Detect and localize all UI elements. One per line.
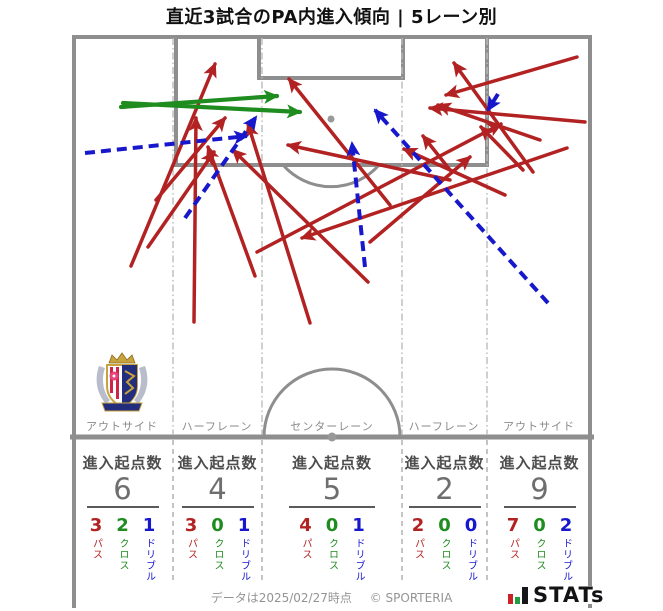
dribble-label: ドリブル	[353, 538, 365, 582]
penalty-arc	[281, 164, 381, 189]
cross-count: 0	[533, 515, 546, 536]
dribble-label: ドリブル	[465, 538, 477, 582]
stat-header: 進入起点数	[404, 454, 485, 472]
goal-box	[257, 35, 405, 80]
stats-bars-icon	[508, 587, 528, 604]
stat-column-half-left: 進入起点数 4 3 パス 0 クロス 1 ドリブル	[173, 441, 262, 587]
lane-label-half-right: ハーフレーン	[408, 420, 480, 433]
dribble-count: 1	[237, 515, 251, 536]
center-spot	[327, 432, 337, 442]
dribble-label: ドリブル	[143, 538, 155, 582]
lane-label-half-left: ハーフレーン	[181, 420, 253, 433]
cross-label: クロス	[117, 538, 128, 571]
arrow-pass	[287, 77, 392, 207]
arrow-pass	[479, 125, 525, 172]
arrow-pass	[245, 122, 312, 325]
arrow-pass	[421, 134, 452, 172]
dribble-count: 0	[464, 515, 478, 536]
footer: データは2025/02/27時点 © SPORTERIA	[0, 589, 663, 606]
cross-label: クロス	[534, 538, 545, 571]
stat-underline	[503, 506, 576, 508]
pass-count: 4	[299, 515, 312, 536]
arrow-pass	[154, 116, 227, 202]
cross-count: 2	[116, 515, 129, 536]
pass-label: パス	[90, 538, 102, 560]
pass-count: 3	[184, 515, 198, 536]
stat-total: 9	[530, 472, 549, 506]
stat-column-outside-right: 進入起点数 9 7 パス 0 クロス 2 ドリブル	[487, 441, 592, 587]
arrow-dribble	[346, 141, 367, 268]
arrow-pass	[452, 61, 535, 174]
lane-label-center: センターレーン	[290, 420, 374, 433]
arrow-pass	[205, 145, 257, 278]
stat-header: 進入起点数	[499, 454, 580, 472]
copyright: © SPORTERIA	[369, 591, 453, 605]
stat-total: 4	[208, 472, 227, 506]
dribble-label: ドリブル	[238, 538, 250, 582]
arrow-pass	[188, 116, 203, 324]
arrow-pass	[402, 147, 507, 197]
arrow-pass	[231, 148, 370, 284]
stat-total: 6	[113, 472, 132, 506]
arrow-dribble	[183, 115, 258, 220]
pass-label: パス	[299, 538, 311, 560]
penalty-spot	[327, 115, 335, 123]
dribble-count: 1	[142, 515, 156, 536]
lane-label-outside-left: アウトサイド	[86, 420, 158, 433]
arrow-pass	[255, 122, 503, 254]
cross-count: 0	[325, 515, 339, 536]
stat-column-outside-left: 進入起点数 6 3 パス 2 クロス 1 ドリブル	[72, 441, 173, 587]
dribble-label: ドリブル	[560, 538, 572, 582]
arrow-pass	[286, 140, 452, 182]
stat-column-half-right: 進入起点数 2 2 パス 0 クロス 0 ドリブル	[402, 441, 487, 587]
pass-count: 3	[89, 515, 103, 536]
cross-count: 0	[211, 515, 224, 536]
stat-header: 進入起点数	[82, 454, 163, 472]
pass-count: 7	[506, 515, 520, 536]
pass-label: パス	[185, 538, 197, 560]
cross-label: クロス	[439, 538, 450, 571]
arrow-pass	[444, 55, 579, 99]
stat-underline	[408, 506, 481, 508]
lane-dividers	[172, 38, 488, 435]
arrow-dribble	[84, 130, 249, 155]
stat-underline	[289, 506, 375, 508]
stat-column-center: 進入起点数 5 4 パス 0 クロス 1 ドリブル	[262, 441, 402, 587]
pass-count: 2	[411, 515, 425, 536]
center-circle	[262, 367, 402, 438]
cross-label: クロス	[326, 538, 338, 571]
stat-total: 2	[435, 472, 454, 506]
arrow-pass	[428, 102, 587, 124]
pass-label: パス	[412, 538, 424, 560]
pass-label: パス	[507, 538, 519, 560]
cross-count: 0	[438, 515, 451, 536]
stat-header: 進入起点数	[291, 454, 372, 472]
arrow-cross	[120, 100, 303, 119]
arrow-pass	[129, 62, 217, 268]
stat-underline	[86, 506, 159, 508]
stat-header: 進入起点数	[177, 454, 258, 472]
arrow-dribble	[486, 92, 501, 112]
lane-label-outside-right: アウトサイド	[503, 420, 575, 433]
arrow-dribble	[373, 108, 550, 305]
stat-underline	[181, 506, 254, 508]
arrow-pass	[300, 146, 569, 241]
data-date-note: データは2025/02/27時点	[210, 591, 352, 605]
cross-label: クロス	[212, 538, 223, 571]
page-title: 直近3試合のPA内進入傾向 | 5レーン別	[165, 7, 498, 28]
arrow-pass	[146, 150, 216, 249]
dribble-count: 2	[559, 515, 573, 536]
stat-dividers	[172, 440, 488, 583]
dribble-count: 1	[352, 515, 365, 536]
club-logo	[96, 352, 148, 412]
stats-logo: STATs	[504, 583, 605, 607]
stats-logo-text: STATs	[533, 583, 605, 607]
stat-total: 5	[322, 472, 342, 506]
entry-arrows	[84, 55, 587, 325]
